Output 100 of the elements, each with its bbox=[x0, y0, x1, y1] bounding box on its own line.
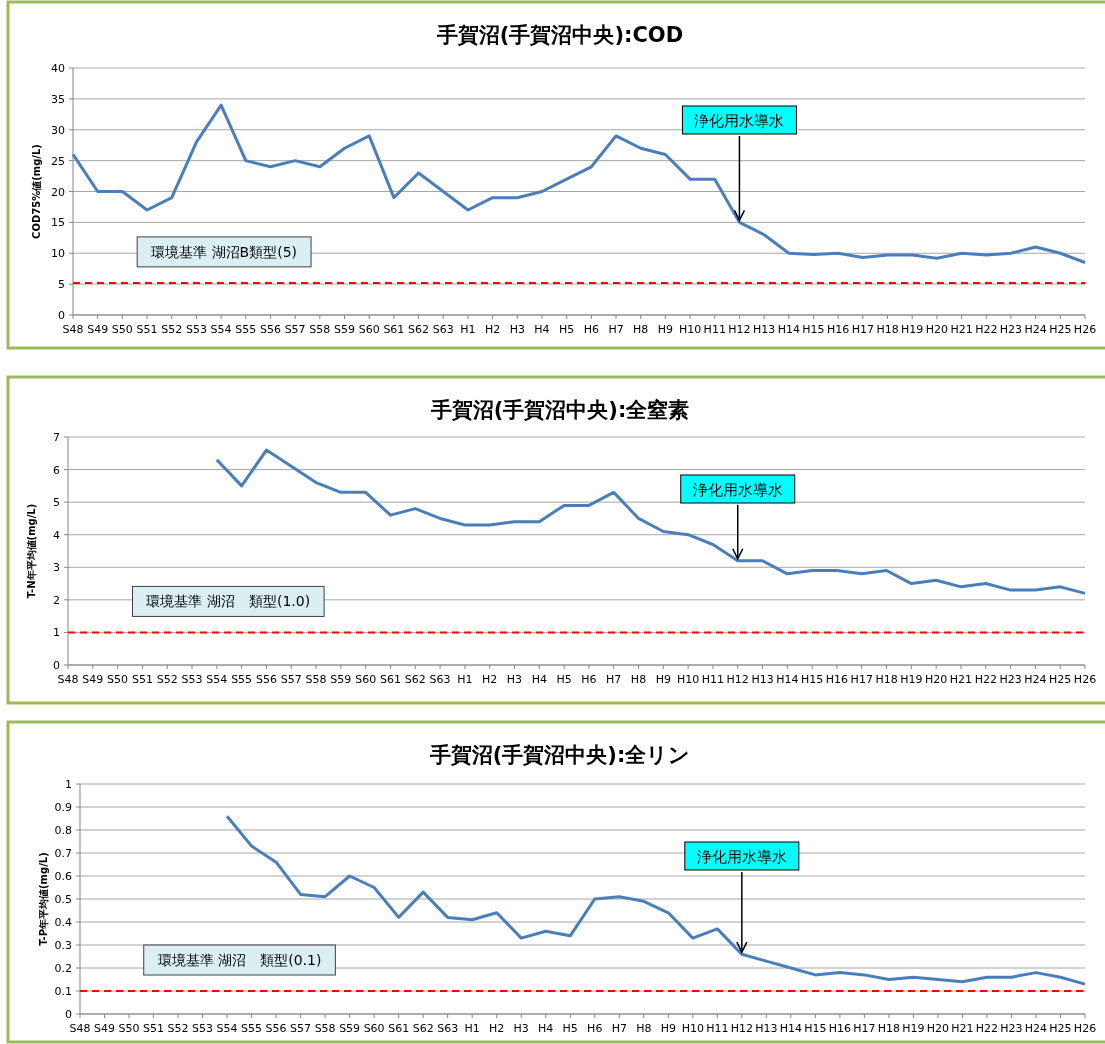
x-tick-label: H16 bbox=[825, 673, 849, 686]
chart-title: 手賀沼(手賀沼中央):全リン bbox=[428, 743, 691, 767]
annotation: 浄化用水導水 bbox=[694, 112, 785, 130]
x-tick-label: H23 bbox=[999, 673, 1022, 686]
x-tick-label: S49 bbox=[94, 1022, 115, 1035]
y-tick-label: 6 bbox=[53, 463, 60, 477]
x-tick-label: S59 bbox=[334, 323, 355, 336]
x-tick-label: H12 bbox=[730, 1022, 753, 1035]
x-tick-label: H7 bbox=[606, 673, 622, 686]
x-tick-label: H3 bbox=[513, 1022, 529, 1035]
x-tick-label: H19 bbox=[900, 673, 923, 686]
x-tick-label: S51 bbox=[131, 673, 153, 686]
y-tick-label: 0.2 bbox=[54, 962, 72, 975]
x-tick-label: H10 bbox=[678, 323, 702, 336]
y-tick-label: 3 bbox=[53, 561, 60, 575]
x-tick-label: H13 bbox=[752, 323, 776, 336]
y-axis-title: COD75%値(mg/L) bbox=[31, 144, 42, 239]
x-tick-label: S58 bbox=[314, 1022, 336, 1035]
x-tick-label: H13 bbox=[755, 1022, 778, 1035]
x-tick-label: H24 bbox=[1024, 1022, 1048, 1035]
x-tick-label: S49 bbox=[82, 673, 104, 686]
x-tick-label: H6 bbox=[581, 673, 597, 686]
y-tick-label: 0.3 bbox=[54, 939, 72, 952]
x-tick-label: S55 bbox=[231, 673, 253, 686]
y-tick-label: 5 bbox=[53, 496, 60, 510]
x-tick-label: H7 bbox=[611, 1022, 627, 1035]
x-tick-label: H5 bbox=[562, 1022, 578, 1035]
y-tick-label: 30 bbox=[51, 123, 65, 137]
x-tick-label: S50 bbox=[111, 323, 133, 336]
x-tick-label: H20 bbox=[925, 673, 948, 686]
y-tick-label: 0.5 bbox=[54, 893, 72, 906]
x-tick-label: H10 bbox=[681, 1022, 704, 1035]
x-tick-label: H5 bbox=[559, 323, 575, 336]
x-tick-label: H7 bbox=[608, 323, 624, 336]
x-tick-label: S56 bbox=[259, 323, 281, 336]
y-tick-label: 1 bbox=[53, 626, 60, 640]
x-tick-label: H18 bbox=[877, 1022, 901, 1035]
x-tick-label: H25 bbox=[1049, 323, 1072, 336]
x-tick-label: H2 bbox=[484, 323, 501, 336]
x-tick-label: H24 bbox=[1024, 673, 1047, 686]
x-tick-label: H19 bbox=[901, 323, 924, 336]
x-tick-label: H11 bbox=[706, 1022, 729, 1035]
x-tick-label: H21 bbox=[950, 323, 973, 336]
x-tick-label: H17 bbox=[850, 673, 873, 686]
x-tick-label: H18 bbox=[876, 323, 899, 336]
x-tick-label: H4 bbox=[534, 323, 550, 336]
x-tick-label: S54 bbox=[216, 1022, 238, 1035]
y-tick-label: 0 bbox=[53, 659, 60, 672]
x-tick-label: S54 bbox=[206, 673, 228, 686]
x-tick-label: H1 bbox=[464, 1022, 480, 1035]
y-tick-label: 0 bbox=[65, 1008, 72, 1021]
x-tick-label: S58 bbox=[309, 323, 331, 336]
x-tick-label: H16 bbox=[827, 323, 850, 336]
x-tick-label: H8 bbox=[630, 673, 647, 686]
x-tick-label: S52 bbox=[167, 1022, 189, 1035]
y-tick-label: 0.9 bbox=[54, 801, 72, 814]
x-tick-label: H10 bbox=[676, 673, 700, 686]
annotation: 浄化用水導水 bbox=[696, 848, 787, 866]
y-tick-label: 0.6 bbox=[54, 870, 72, 883]
x-tick-label: S57 bbox=[280, 673, 302, 686]
x-tick-label: H20 bbox=[926, 1022, 950, 1035]
x-tick-label: S59 bbox=[330, 673, 352, 686]
x-tick-label: H9 bbox=[660, 1022, 676, 1035]
x-tick-label: H21 bbox=[951, 1022, 974, 1035]
x-tick-label: S61 bbox=[388, 1022, 410, 1035]
y-tick-label: 10 bbox=[51, 247, 65, 261]
x-tick-label: H17 bbox=[851, 323, 874, 336]
line-series bbox=[71, 103, 1087, 265]
x-tick-label: H26 bbox=[1073, 673, 1097, 686]
x-tick-label: S63 bbox=[432, 323, 454, 336]
x-tick-label: H8 bbox=[633, 323, 649, 336]
x-tick-label: S61 bbox=[383, 323, 405, 336]
x-tick-label: S55 bbox=[241, 1022, 263, 1035]
y-tick-label: 25 bbox=[51, 154, 65, 168]
y-tick-label: 0.4 bbox=[54, 916, 72, 929]
x-tick-label: S51 bbox=[143, 1022, 165, 1035]
x-tick-label: H22 bbox=[975, 323, 998, 336]
x-tick-label: S63 bbox=[437, 1022, 459, 1035]
x-tick-label: S52 bbox=[156, 673, 178, 686]
y-tick-label: 4 bbox=[53, 528, 60, 542]
x-tick-label: S48 bbox=[62, 323, 84, 336]
y-tick-label: 0.7 bbox=[54, 847, 72, 860]
y-tick-label: 20 bbox=[51, 185, 65, 199]
y-tick-label: 40 bbox=[51, 62, 65, 75]
x-tick-label: S58 bbox=[305, 673, 327, 686]
x-tick-label: H2 bbox=[489, 1022, 505, 1035]
y-tick-label: 0.1 bbox=[54, 985, 72, 998]
x-tick-label: H11 bbox=[703, 323, 726, 336]
x-tick-label: H22 bbox=[974, 673, 997, 686]
x-tick-label: S50 bbox=[118, 1022, 140, 1035]
x-tick-label: S62 bbox=[412, 1022, 434, 1035]
x-tick-label: H16 bbox=[828, 1022, 852, 1035]
x-tick-label: H19 bbox=[902, 1022, 925, 1035]
x-tick-label: H20 bbox=[925, 323, 949, 336]
x-tick-label: S52 bbox=[161, 323, 183, 336]
x-tick-label: H1 bbox=[457, 673, 473, 686]
x-tick-label: H6 bbox=[587, 1022, 603, 1035]
x-tick-label: H24 bbox=[1024, 323, 1047, 336]
x-tick-label: H12 bbox=[726, 673, 749, 686]
x-tick-label: S61 bbox=[379, 673, 401, 686]
